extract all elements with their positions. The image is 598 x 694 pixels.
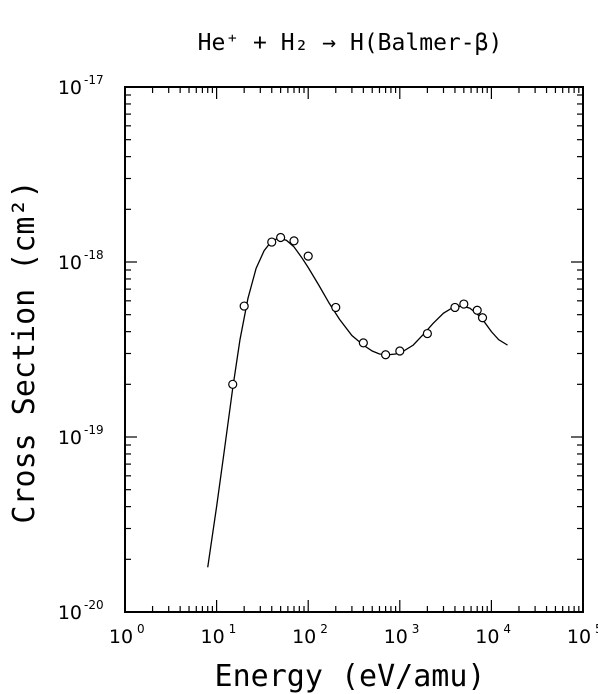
data-points: [228, 232, 488, 389]
x-tick-label: 10: [567, 626, 591, 648]
data-point: [422, 328, 432, 339]
y-axis: [125, 94, 583, 560]
x-tick-exponent: 5: [595, 622, 598, 636]
data-point: [477, 313, 488, 323]
y-axis-title: Cross Section (cm²): [7, 180, 42, 523]
data-point: [358, 338, 368, 348]
x-tick-label: 10: [475, 626, 499, 648]
y-tick-label: 10: [58, 77, 82, 99]
y-tick-label: 10: [58, 252, 82, 274]
y-tick-exponent: -17: [84, 73, 104, 87]
fit-curve-line: [207, 237, 508, 568]
x-tick-label: 10: [201, 626, 225, 648]
data-point: [228, 379, 238, 389]
data-point: [395, 346, 405, 356]
data-point: [267, 237, 277, 247]
x-tick-exponent: 2: [320, 622, 328, 636]
chart-title: He⁺ + H₂ → H(Balmer-β): [198, 30, 503, 56]
data-point: [450, 302, 460, 313]
y-tick-exponent: -18: [84, 248, 104, 262]
x-tick-label: 10: [292, 626, 316, 648]
data-point: [289, 236, 299, 246]
x-tick-label: 10: [109, 626, 133, 648]
y-tick-label: 10: [58, 602, 82, 624]
data-point: [459, 299, 469, 309]
data-point: [239, 301, 249, 311]
y-tick-exponent: -19: [84, 423, 104, 437]
data-point: [303, 251, 313, 261]
x-tick-exponent: 4: [503, 622, 511, 636]
data-point: [331, 302, 341, 313]
x-tick-exponent: 1: [229, 622, 237, 636]
x-tick-exponent: 0: [137, 622, 145, 636]
y-tick-label: 10: [58, 427, 82, 449]
x-tick-label: 10: [384, 626, 408, 648]
x-axis-title: Energy (eV/amu): [215, 659, 486, 694]
plot-frame: [124, 86, 584, 613]
data-point: [381, 350, 391, 360]
data-point: [472, 305, 482, 315]
x-axis: [151, 87, 580, 612]
y-tick-exponent: -20: [84, 598, 104, 612]
x-tick-exponent: 3: [412, 622, 420, 636]
data-point: [276, 232, 286, 243]
x-tick-labels: 10 0 10 1 10 2 10 3 10 4 10 5: [109, 622, 598, 648]
